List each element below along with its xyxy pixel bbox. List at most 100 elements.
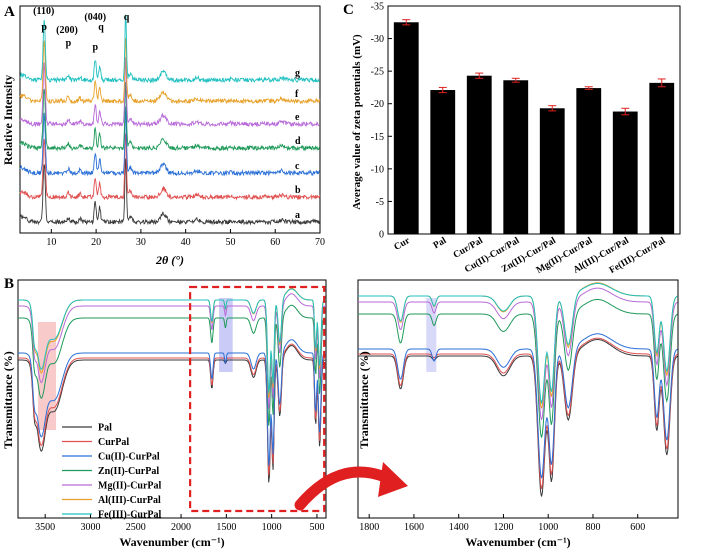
zeta-bar-Pal — [430, 90, 456, 234]
ftir-full-y-axis-title: Transmittance (%) — [1, 351, 15, 448]
ftir-full-x-tick-label-1000: 1000 — [262, 522, 282, 533]
zeta-y-tick-label--15: -15 — [371, 132, 384, 143]
panel-c-frame — [387, 5, 681, 235]
xrd-series-label-g: g — [295, 68, 300, 79]
xrd-curve-d — [19, 82, 321, 152]
ftir-zoom-x-axis-title: Wavenumber (cm⁻¹) — [465, 535, 570, 549]
ftir-full-x-ticks: 3500 3000 2500 2000 1500 1000 500 — [35, 514, 324, 533]
zeta-y-axis-title: Average value of zeta potentials (mV) — [351, 34, 363, 210]
xrd-curve-b — [19, 132, 321, 201]
ftir-zoom-frame — [357, 279, 679, 519]
ftir-full-x-tick-label-3000: 3000 — [80, 522, 100, 533]
ftir-zoom-curve-Zn(II)-CurPal — [358, 299, 678, 438]
zeta-y-tick-label--35: -35 — [371, 2, 384, 13]
xrd-curve-c — [19, 106, 321, 177]
zeta-bar-Cur — [393, 22, 419, 234]
ftir-zoom-curve-Pal — [358, 339, 678, 497]
ftir-legend-label-0: Pal — [98, 423, 112, 434]
ftir-legend-label-5: Al(III)-CurPal — [98, 495, 161, 506]
zeta-error-bars — [402, 19, 666, 116]
panel-c: C 0-5-10-15-20-25-30-35 Cur Pal Cur/PalCu(… — [343, 2, 681, 276]
zoom-arrow — [294, 462, 408, 511]
xrd-x-tick-label-30: 30 — [136, 237, 146, 248]
zeta-category-labels: Cur Pal Cur/PalCu(II)-Cur/PalZn(II)-Cur/Pa… — [393, 235, 668, 276]
ftir-legend-label-6: Fe(III)-CurPal — [98, 510, 162, 521]
ftir-zoom-x-tick-label-1200: 1200 — [493, 522, 513, 533]
ftir-zoom-curves — [358, 282, 678, 497]
ftir-full-x-tick-label-3500: 3500 — [35, 522, 55, 533]
zeta-bar-Al(III)-Cur/Pal — [612, 111, 638, 234]
ftir-full-x-tick-label-2000: 2000 — [171, 522, 191, 533]
zeta-category-label-0: Cur — [393, 236, 413, 253]
ftir-zoom-x-tick-label-1600: 1600 — [404, 522, 424, 533]
ftir-zoom-highlight-bands — [426, 298, 437, 372]
panel-a: A 10 20 30 40 50 60 70 a b c d e fg (110) p (200) p (04… — [1, 4, 325, 267]
ftir-zoom-x-tick-label-1000: 1000 — [538, 522, 558, 533]
xrd-x-tick-label-60: 60 — [270, 237, 280, 248]
xrd-annotation-7: q — [124, 12, 130, 23]
xrd-x-ticks: 10 20 30 40 50 60 70 — [46, 229, 325, 248]
xrd-annotation-0: (110) — [33, 6, 54, 17]
xrd-x-tick-label-40: 40 — [181, 237, 191, 248]
ftir-legend-label-2: Cu(II)-CurPal — [98, 452, 160, 463]
ftir-full-curves — [18, 287, 326, 483]
ftir-zoom-curve-CurPal — [358, 337, 678, 490]
zeta-y-ticks: 0 -5 -10 -15 -20 -25 -30 -35 — [371, 2, 392, 241]
ftir-full-curve-Cu(II)-CurPal — [18, 339, 326, 466]
xrd-x-tick-label-50: 50 — [225, 237, 235, 248]
ftir-zoom-curve-Mg(II)-CurPal — [358, 287, 678, 421]
ftir-legend: Pal CurPal Cu(II)-CurPal Zn(II)-CurPal Mg(II… — [62, 423, 162, 521]
ftir-legend-label-1: CurPal — [98, 437, 129, 448]
xrd-series-label-d: d — [295, 136, 301, 147]
zoom-arrow-head — [378, 462, 408, 497]
zeta-bar-Cu(II)-Cur/Pal — [503, 80, 529, 235]
ftir-full-band-0 — [37, 322, 57, 430]
xrd-peak-annotations: (110)p (200)p(040)pqq — [33, 6, 130, 53]
ftir-zoom-curve-Al(III)-CurPal — [358, 282, 678, 409]
ftir-zoom-x-tick-label-800: 800 — [585, 522, 600, 533]
zeta-y-tick-label--30: -30 — [371, 34, 384, 45]
zeta-y-tick-label--10: -10 — [371, 164, 384, 175]
panel-b-letter: B — [4, 276, 14, 292]
zeta-y-tick-label-0: 0 — [379, 230, 384, 241]
xrd-series-labels: a b c d e fg — [295, 68, 301, 221]
xrd-x-tick-label-10: 10 — [46, 237, 56, 248]
xrd-curve-f — [19, 37, 321, 105]
ftir-full-x-tick-label-500: 500 — [309, 522, 324, 533]
xrd-curves — [19, 14, 321, 226]
ftir-full-curve-Fe(III)-CurPal — [18, 288, 326, 394]
ftir-zoom-band-0 — [426, 298, 437, 372]
panel-c-letter: C — [343, 2, 354, 18]
zeta-category-label-1: Pal — [432, 236, 449, 251]
xrd-x-tick-label-20: 20 — [91, 237, 101, 248]
xrd-annotation-2: (200) — [56, 25, 78, 36]
ftir-zoom-x-tick-label-1400: 1400 — [449, 522, 469, 533]
zoom-arrow-shaft — [294, 466, 398, 511]
xrd-curve-a — [19, 158, 321, 226]
ftir-full-x-tick-label-2500: 2500 — [126, 522, 146, 533]
xrd-annotation-4: (040) — [84, 12, 106, 23]
xrd-series-label-f: f — [295, 89, 299, 100]
xrd-curve-e — [19, 57, 320, 128]
zoom-region-box — [189, 285, 326, 513]
ftir-zoom-x-tick-label-600: 600 — [630, 522, 645, 533]
xrd-series-label-a: a — [295, 210, 300, 221]
xrd-series-label-e: e — [295, 112, 300, 123]
ftir-zoom-curve-Cu(II)-CurPal — [358, 333, 678, 479]
zeta-y-tick-label--5: -5 — [376, 197, 384, 208]
xrd-series-label-c: c — [295, 161, 300, 172]
ftir-full-x-axis-title: Wavenumber (cm⁻¹) — [119, 535, 224, 549]
zeta-bar-Fe(III)-Cur/Pal — [649, 82, 675, 235]
ftir-legend-label-4: Mg(II)-CurPal — [98, 481, 162, 492]
zeta-y-tick-label--20: -20 — [371, 99, 384, 110]
xrd-series-label-b: b — [295, 185, 301, 196]
xrd-annotation-6: q — [98, 22, 104, 33]
xrd-curve-g — [19, 14, 321, 84]
zeta-bars — [393, 22, 675, 235]
panel-b: B 3500 3000 2500 2000 1500 1000 500 Pal CurPal C… — [1, 276, 679, 549]
panel-a-letter: A — [4, 4, 15, 20]
zeta-bar-Cur/Pal — [466, 75, 492, 235]
ftir-zoom-curve-Fe(III)-CurPal — [358, 283, 678, 405]
ftir-zoom-x-ticks: 1800 1600 1400 1200 1000 800 600 — [359, 514, 645, 533]
